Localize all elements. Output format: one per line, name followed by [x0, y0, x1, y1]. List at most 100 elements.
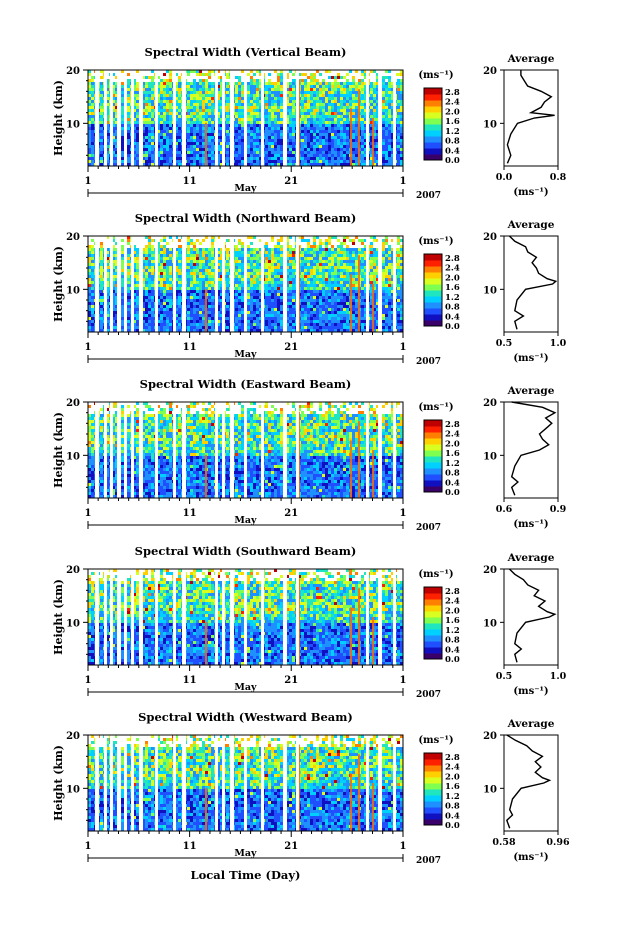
colorbar-frame — [423, 752, 443, 826]
data-gap — [173, 236, 176, 332]
data-gap — [155, 236, 158, 332]
average-profile: Average 20 10 0.5 1.0(ms⁻¹) — [483, 552, 567, 697]
colorbar-swatch — [424, 106, 442, 113]
x-tick-label: 1 — [400, 675, 407, 686]
month-label: May — [234, 515, 257, 526]
avg-y-tick-label: 10 — [483, 784, 497, 795]
heatmap-field — [88, 569, 403, 665]
panel-title: Spectral Width (Vertical Beam) — [145, 45, 347, 59]
colorbar-tick-label: 1.2 — [445, 626, 460, 636]
colorbar-tick-label: 0.4 — [445, 645, 460, 655]
colorbar-swatch — [424, 753, 442, 760]
colorbar-tick-label: 0.0 — [445, 156, 460, 166]
colorbar-tick-label: 0.8 — [445, 802, 460, 812]
colorbar-swatch — [424, 432, 442, 439]
colorbar-unit: (ms⁻¹) — [418, 236, 453, 247]
data-gap — [283, 735, 287, 831]
colorbar-swatch — [424, 302, 442, 309]
data-gap — [230, 402, 234, 498]
data-gap — [283, 402, 287, 498]
colorbar-swatch — [424, 599, 442, 606]
colorbar-swatch — [424, 617, 442, 624]
data-gap — [296, 735, 299, 831]
year-label: 2007 — [416, 856, 441, 866]
data-gap — [261, 70, 264, 166]
x-axis-title: Local Time (Day) — [191, 868, 301, 882]
panel-title: Spectral Width (Southward Beam) — [135, 544, 357, 558]
average-line — [505, 734, 552, 829]
colorbar-tick-label: 2.8 — [445, 254, 460, 264]
average-profile: Average 20 10 0.58 0.96 (ms⁻¹) — [483, 718, 570, 863]
month-label: May — [234, 349, 257, 360]
data-gap — [139, 402, 143, 498]
colorbar-tick-label: 2.4 — [445, 597, 460, 607]
y-axis-label: Height (km) — [52, 246, 65, 322]
x-tick-label: 21 — [284, 508, 298, 519]
avg-x-label: (ms⁻¹) — [513, 353, 548, 364]
data-gap — [117, 402, 121, 498]
data-gap — [244, 569, 247, 665]
data-gap — [261, 735, 264, 831]
avg-x-tick-label: 0.58 — [492, 837, 516, 848]
panel-title: Spectral Width (Westward Beam) — [138, 710, 353, 724]
average-line — [510, 401, 557, 496]
data-gap — [173, 569, 176, 665]
x-tick-label: 11 — [183, 176, 197, 187]
x-tick-label: 1 — [400, 841, 407, 852]
average-frame — [503, 69, 559, 167]
data-gap — [131, 236, 134, 332]
high-width-streak — [358, 255, 360, 332]
average-line — [508, 235, 558, 330]
data-gap — [131, 402, 134, 498]
data-gap — [104, 70, 107, 166]
colorbar-swatch — [424, 468, 442, 475]
colorbar-swatch — [424, 314, 442, 321]
high-width-streak — [350, 440, 352, 498]
x-tick-label: 11 — [183, 841, 197, 852]
x-tick-label: 21 — [284, 675, 298, 686]
colorbar-swatch — [424, 308, 442, 315]
high-width-streak — [358, 588, 360, 665]
data-gap — [95, 735, 99, 831]
data-gap — [131, 70, 134, 166]
year-label: 2007 — [416, 357, 441, 367]
avg-x-tick-label: 0.5 — [496, 338, 513, 349]
colorbar-swatch — [424, 266, 442, 273]
y-tick-label: 10 — [66, 285, 80, 296]
high-width-streak — [358, 421, 360, 498]
colorbar-swatch — [424, 296, 442, 303]
data-gap — [261, 569, 264, 665]
colorbar-swatch — [424, 635, 442, 642]
high-width-streak — [350, 607, 352, 665]
data-gap — [124, 569, 127, 665]
colorbar-tick-label: 1.2 — [445, 127, 460, 137]
data-gap — [296, 70, 299, 166]
colorbar-tick-label: 1.6 — [445, 117, 460, 127]
colorbar-tick-label: 2.4 — [445, 98, 460, 108]
colorbar-tick-label: 1.6 — [445, 449, 460, 459]
high-width-streak — [205, 787, 207, 831]
data-gap — [230, 569, 234, 665]
x-tick-label: 1 — [85, 342, 92, 353]
colorbar-tick-label: 1.2 — [445, 293, 460, 303]
data-gap — [296, 402, 299, 498]
colorbar-swatch — [424, 777, 442, 784]
avg-x-label: (ms⁻¹) — [513, 519, 548, 530]
colorbar-swatch — [424, 653, 442, 660]
month-label: May — [234, 848, 257, 859]
data-gap — [215, 735, 218, 831]
y-tick-label: 10 — [66, 451, 80, 462]
data-gap — [215, 569, 218, 665]
x-tick-label: 1 — [400, 508, 407, 519]
high-width-streak — [372, 118, 374, 166]
plot-frame — [87, 69, 404, 167]
colorbar-tick-label: 2.0 — [445, 107, 460, 117]
colorbar-swatch — [424, 759, 442, 766]
y-tick-label: 10 — [66, 618, 80, 629]
colorbar-swatch — [424, 118, 442, 125]
plot-frame — [87, 734, 404, 832]
colorbar-swatch — [424, 438, 442, 445]
panel-5: Spectral Width (Westward Beam)2010Height… — [52, 710, 570, 866]
average-title: Average — [507, 718, 555, 730]
colorbar-tick-label: 2.4 — [445, 264, 460, 274]
